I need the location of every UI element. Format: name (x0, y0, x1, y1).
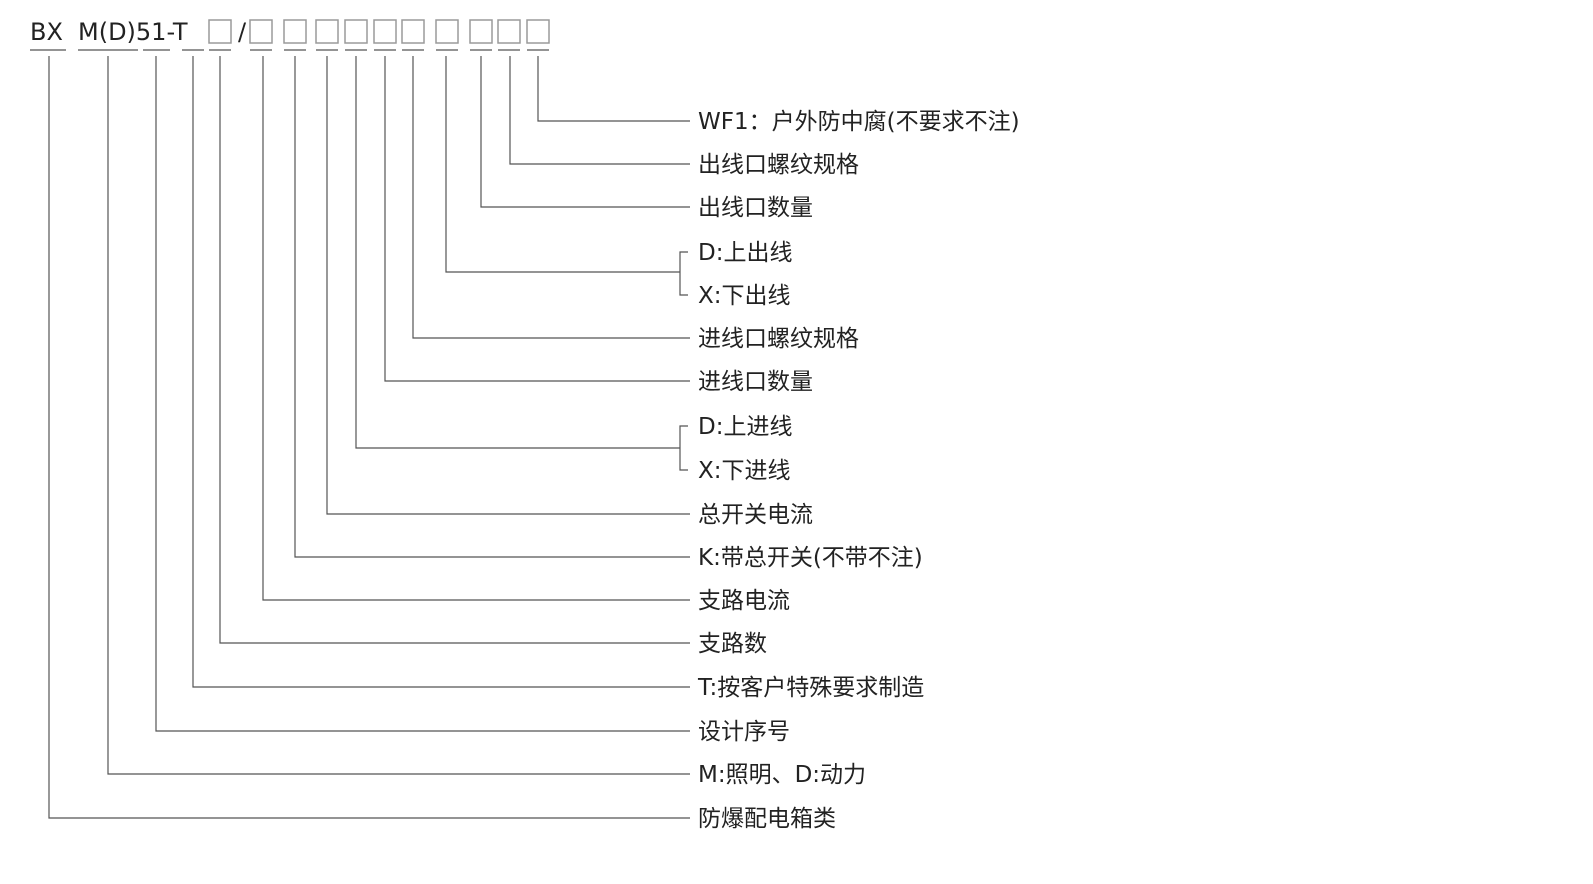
leader-line (480, 56, 690, 208)
leader-line (48, 56, 690, 819)
label-outlet-count: 出线口数量 (698, 195, 813, 221)
placeholder-box (526, 19, 550, 44)
label-inlet-top: D:上进线 (698, 414, 792, 440)
code-prefix: BX (30, 18, 63, 46)
code-slash: / (238, 18, 247, 46)
model-code-header: BX M(D)51-T / (30, 18, 550, 51)
leader-line (294, 56, 690, 558)
label-outlet-bottom: X:下出线 (698, 283, 791, 309)
leader-line (326, 56, 690, 515)
leader-line (262, 56, 690, 601)
label-custom: T:按客户特殊要求制造 (697, 675, 924, 701)
label-category: 防爆配电箱类 (698, 806, 836, 832)
label-inlet-thread: 进线口螺纹规格 (698, 326, 859, 352)
leader-line (537, 56, 690, 122)
placeholder-box (497, 19, 521, 44)
leader-lines (48, 56, 690, 819)
label-branch-current: 支路电流 (698, 588, 790, 614)
leader-line (412, 56, 690, 339)
leader-line (509, 56, 690, 165)
placeholder-box (208, 19, 232, 44)
label-outlet-top: D:上出线 (698, 240, 792, 266)
bracket (679, 425, 688, 471)
bracket (679, 251, 688, 296)
leader-line (155, 56, 690, 732)
label-branch-count: 支路数 (698, 631, 767, 657)
placeholder-box (401, 19, 425, 44)
label-main-switch: K:带总开关(不带不注) (698, 545, 923, 571)
label-inlet-bottom: X:下进线 (698, 458, 791, 484)
leader-line (355, 56, 680, 449)
label-outlet-thread: 出线口螺纹规格 (698, 152, 859, 178)
placeholder-box (469, 19, 493, 44)
leader-line (219, 56, 690, 644)
placeholder-box (373, 19, 397, 44)
leader-line (384, 56, 690, 382)
placeholder-box (344, 19, 368, 44)
leader-line (445, 56, 680, 273)
leader-line (192, 56, 690, 688)
placeholder-box (283, 19, 307, 44)
leader-line (107, 56, 690, 775)
placeholder-box (249, 19, 273, 44)
label-usage: M:照明、D:动力 (698, 762, 866, 788)
code-series: M(D)51-T (78, 18, 188, 46)
placeholder-box (315, 19, 339, 44)
label-wf1: WF1：户外防中腐(不要求不注) (698, 109, 1020, 135)
label-main-switch-current: 总开关电流 (698, 502, 813, 528)
label-inlet-count: 进线口数量 (698, 369, 813, 395)
label-design-no: 设计序号 (698, 719, 790, 745)
placeholder-box (435, 19, 459, 44)
